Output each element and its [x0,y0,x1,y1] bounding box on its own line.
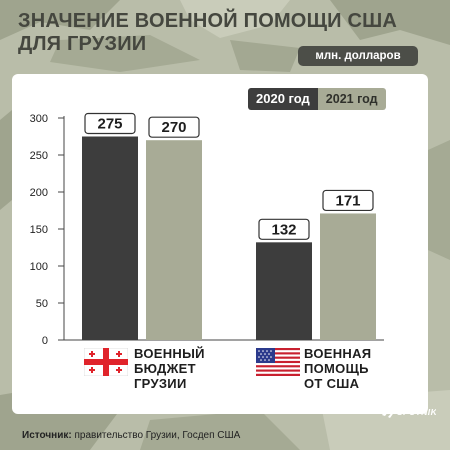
category-label-line: ВОЕННАЯ [304,346,372,361]
chart-title: ЗНАЧЕНИЕ ВОЕННОЙ ПОМОЩИ США ДЛЯ ГРУЗИИ [18,10,438,56]
category-label-line: БЮДЖЕТ [134,361,196,376]
data-label: 171 [335,192,360,209]
category-label-georgia-budget: ВОЕННЫЙ БЮДЖЕТ ГРУЗИИ [134,346,205,391]
units-badge: млн. долларов [298,46,418,66]
category-label-line: ПОМОЩЬ [304,361,369,376]
bar [320,213,376,340]
sputnik-logo: SPUTNIK [380,402,437,420]
title-line-2: ДЛЯ ГРУЗИИ [18,33,147,55]
y-tick-label: 0 [42,335,48,347]
source-value: правительство Грузии, Госдеп США [74,430,241,441]
category-label-line: ВОЕННЫЙ [134,346,205,361]
legend-2020: 2020 год [248,88,318,110]
data-label: 275 [97,116,122,133]
data-label: 132 [271,221,296,238]
y-tick-label: 100 [30,261,48,273]
y-tick-label: 200 [30,187,48,199]
data-label: 270 [161,119,186,136]
y-tick-label: 300 [30,113,48,125]
y-tick-label: 50 [36,298,48,310]
data-label-box [84,112,136,135]
bar [256,242,312,340]
category-label-line: ОТ США [304,376,360,391]
data-label-box [148,116,200,138]
legend: 2020 год 2021 год [248,88,386,110]
title-line-1: ЗНАЧЕНИЕ ВОЕННОЙ ПОМОЩИ США [18,10,398,32]
y-tick-label: 150 [30,224,48,236]
bar [146,140,202,340]
source-key: Источник: [22,430,72,441]
usa-flag-icon [256,348,300,376]
sputnik-logo-mark: SPUTNIK [382,405,437,418]
source-note: Источник: правительство Грузии, Госдеп С… [22,430,240,441]
y-tick-label: 250 [30,150,48,162]
category-label-line: ГРУЗИИ [134,376,187,391]
data-label-box [258,218,310,240]
bar [82,136,138,340]
category-label-us-aid: ВОЕННАЯ ПОМОЩЬ ОТ США [304,346,371,391]
brand-text: SPUTNIK [397,407,436,417]
legend-2021: 2021 год [317,88,386,110]
bar-chart: 0 50 100 150 200 250 300 275 270 132 171 [30,112,384,347]
data-label-box [322,189,374,212]
georgia-flag-icon [84,348,128,376]
